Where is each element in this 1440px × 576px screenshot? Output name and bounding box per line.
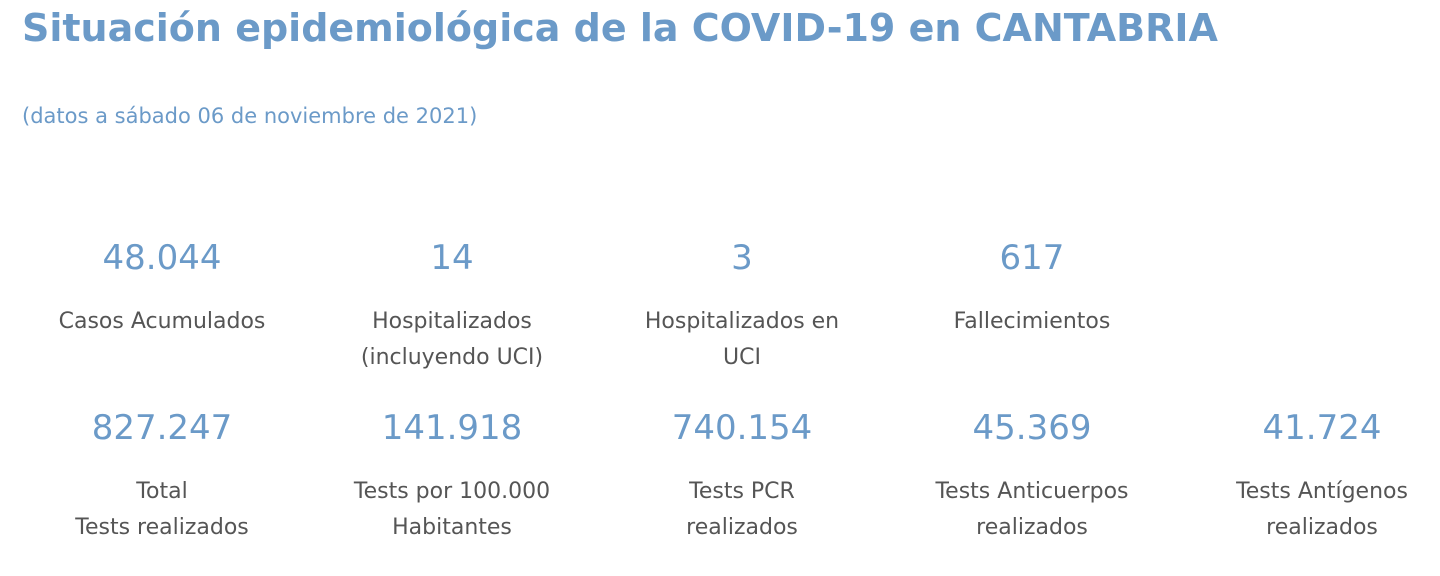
stat-label-line: realizados bbox=[1266, 515, 1378, 540]
stat-hospitalizados: 14 Hospitalizados (incluyendo UCI) bbox=[307, 238, 597, 376]
stat-casos-acumulados: 48.044 Casos Acumulados bbox=[17, 238, 307, 340]
stat-label-line: Total bbox=[136, 479, 188, 504]
stat-value: 3 bbox=[731, 238, 753, 278]
stat-tests-pcr: 740.154 Tests PCR realizados bbox=[597, 408, 887, 546]
stat-value: 48.044 bbox=[102, 238, 222, 278]
stat-value: 617 bbox=[999, 238, 1065, 278]
stat-label-line: Tests Anticuerpos bbox=[935, 479, 1129, 504]
stat-label-line: realizados bbox=[976, 515, 1088, 540]
stat-label: Casos Acumulados bbox=[17, 304, 307, 340]
stat-label-line: Tests por 100.000 bbox=[353, 479, 551, 504]
stat-label-line: UCI bbox=[723, 345, 761, 370]
stat-label-line: Hospitalizados en bbox=[644, 309, 840, 334]
stat-value: 740.154 bbox=[671, 408, 813, 448]
stat-label: Fallecimientos bbox=[887, 304, 1177, 340]
stat-value: 41.724 bbox=[1262, 408, 1382, 448]
data-date-note: (datos a sábado 06 de noviembre de 2021) bbox=[22, 104, 478, 128]
stat-label-line: Tests PCR bbox=[689, 479, 795, 504]
stat-hospitalizados-uci: 3 Hospitalizados en UCI bbox=[597, 238, 887, 376]
stat-label-line: realizados bbox=[686, 515, 798, 540]
page-title: Situación epidemiológica de la COVID-19 … bbox=[22, 6, 1218, 50]
stat-label: Tests Anticuerpos realizados bbox=[887, 474, 1177, 546]
stat-label-line: Fallecimientos bbox=[953, 309, 1111, 334]
stat-total-tests: 827.247 Total Tests realizados bbox=[17, 408, 307, 546]
stat-fallecimientos: 617 Fallecimientos bbox=[887, 238, 1177, 340]
stat-label: Tests PCR realizados bbox=[597, 474, 887, 546]
stat-tests-por-100000: 141.918 Tests por 100.000 Habitantes bbox=[307, 408, 597, 546]
stat-label: Tests Antígenos realizados bbox=[1177, 474, 1440, 546]
stat-tests-anticuerpos: 45.369 Tests Anticuerpos realizados bbox=[887, 408, 1177, 546]
stat-label: Hospitalizados en UCI bbox=[597, 304, 887, 376]
stat-value: 827.247 bbox=[91, 408, 233, 448]
stat-tests-antigenos: 41.724 Tests Antígenos realizados bbox=[1177, 408, 1440, 546]
stat-value: 14 bbox=[430, 238, 474, 278]
stat-value: 141.918 bbox=[381, 408, 523, 448]
stat-label: Tests por 100.000 Habitantes bbox=[307, 474, 597, 546]
stat-label-line: Tests Antígenos bbox=[1236, 479, 1408, 504]
stat-label: Hospitalizados (incluyendo UCI) bbox=[307, 304, 597, 376]
stat-label-line: Casos Acumulados bbox=[58, 309, 266, 334]
stat-label-line: Habitantes bbox=[392, 515, 512, 540]
stat-label-line: (incluyendo UCI) bbox=[360, 345, 544, 370]
stat-label-line: Hospitalizados bbox=[372, 309, 532, 334]
stat-value: 45.369 bbox=[972, 408, 1092, 448]
stat-label-line: Tests realizados bbox=[75, 515, 249, 540]
stat-label: Total Tests realizados bbox=[17, 474, 307, 546]
